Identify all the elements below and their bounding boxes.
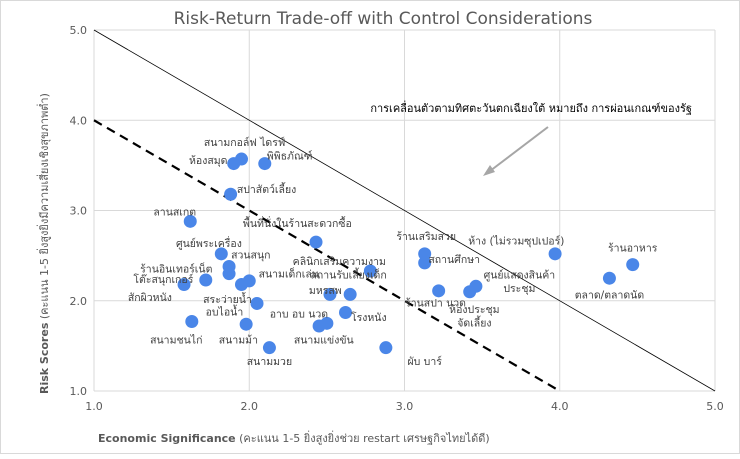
point-label: ศูนย์พระเครื่อง: [176, 236, 242, 250]
data-point: [239, 317, 253, 331]
point-labels: ห้องสมุด สนามกอล์ฟ ไดรฟ์พิพิธภัณฑ์สปาสัตว…: [128, 136, 658, 368]
point-label: ร้านอินเทอร์เน็ต: [140, 261, 212, 275]
y-tick-label: 2.0: [70, 295, 88, 308]
data-point: [183, 214, 197, 228]
x-axis-title: Economic Significance (คะแนน 1-5 ยิ่งสูง…: [98, 430, 490, 445]
point-label: สนามแข่งขัน: [294, 335, 354, 347]
data-point: [309, 235, 323, 249]
point-label: สระว่ายน้ำ: [203, 292, 252, 306]
data-point: [363, 264, 377, 278]
data-point: [320, 316, 334, 330]
data-point: [224, 187, 238, 201]
y-tick-label: 3.0: [70, 205, 88, 218]
data-point: [339, 305, 353, 319]
y-tick-label: 1.0: [70, 385, 88, 398]
point-label: สถานรับเลี้ยงเด็ก: [311, 268, 387, 282]
point-label: มหรสพ: [309, 285, 342, 297]
point-label: ห้องประชุม: [449, 304, 499, 316]
point-label: สปาสัตว์เลี้ยง: [237, 182, 296, 196]
data-point: [432, 284, 446, 298]
axis-ticks: 1.0 2.0 3.0 4.0 5.0 1.0 2.0 3.0 4.0 5.0: [70, 24, 724, 413]
x-tick-label: 5.0: [706, 400, 724, 413]
point-label: ร้านสปา นวด: [405, 298, 466, 310]
point-label: สนามม้า: [219, 335, 258, 347]
data-point: [214, 247, 228, 261]
point-label: โรงหนัง: [351, 311, 387, 324]
point-label: พิพิธภัณฑ์: [267, 149, 313, 162]
data-point: [602, 271, 616, 285]
data-point: [626, 258, 640, 272]
data-point: [177, 278, 191, 292]
point-label: ร้านอาหาร: [608, 243, 658, 255]
y-tick-label: 4.0: [70, 114, 88, 127]
point-label: คลินิกเสริมความงาม: [293, 256, 386, 268]
annotation-text: การเคลื่อนตัวตามทิศตะวันตกเฉียงใต้ หมายถ…: [370, 100, 692, 115]
point-label: สนามมวย: [247, 356, 292, 368]
data-point: [469, 279, 483, 293]
gridlines: [93, 29, 716, 392]
point-label: ศูนย์แสดงสินค้า: [484, 269, 556, 282]
data-point: [418, 247, 432, 261]
point-label: โต๊ะสนุกเกอร์: [133, 273, 193, 286]
data-point: [379, 341, 393, 355]
point-label: จัดเลี้ยง: [457, 315, 491, 329]
point-label: อาบ อบ นวด: [270, 308, 328, 320]
data-point: [323, 287, 337, 301]
data-point: [250, 296, 264, 310]
data-point: [199, 273, 213, 287]
point-label: ห้าง (ไม่รวมซุปเปอร์): [468, 234, 564, 247]
point-label: อบไอน้ำ: [206, 305, 244, 319]
point-label: สถานศึกษา: [428, 254, 480, 266]
point-label: ห้องสมุด: [189, 155, 228, 167]
point-label: สวนสนุก: [231, 250, 270, 262]
data-point: [262, 341, 276, 355]
annotation-arrow: [483, 126, 549, 176]
data-point: [185, 315, 199, 329]
point-label: สักผิวหนัง: [128, 292, 172, 304]
x-tick-label: 1.0: [85, 400, 103, 413]
x-tick-label: 4.0: [551, 400, 569, 413]
data-point: [258, 157, 272, 171]
data-point: [242, 274, 256, 288]
point-label: พื้นที่นั่งในร้านสะดวกซื้อ: [243, 216, 352, 230]
point-label: สนามชนไก่: [150, 334, 202, 347]
solid-trend-line: [93, 29, 716, 392]
data-points: [177, 152, 640, 355]
point-label: ลานสเกต: [153, 206, 196, 218]
chart-title: Risk-Return Trade-off with Control Consi…: [174, 9, 593, 29]
point-label: ร้านเสริมสวย: [396, 231, 456, 243]
x-tick-label: 3.0: [396, 400, 414, 413]
point-label: ประชุม: [503, 283, 535, 295]
data-point: [548, 247, 562, 261]
data-point: [234, 152, 248, 166]
point-label: สนามกอล์ฟ ไดรฟ์: [204, 136, 285, 149]
point-label: สนามเด็กเล่น: [259, 267, 319, 281]
data-point: [418, 256, 432, 270]
y-axis-title: Risk Scores (คะแนน 1-5 ยิ่งสูงยิ่งมีความ…: [36, 93, 51, 394]
reference-lines: [93, 29, 716, 392]
data-point: [343, 287, 357, 301]
point-label: ผับ บาร์: [408, 355, 443, 368]
data-point: [222, 267, 236, 281]
x-tick-label: 2.0: [241, 400, 259, 413]
point-label: ตลาด/ตลาดนัด: [575, 289, 644, 301]
y-tick-label: 5.0: [70, 24, 88, 37]
